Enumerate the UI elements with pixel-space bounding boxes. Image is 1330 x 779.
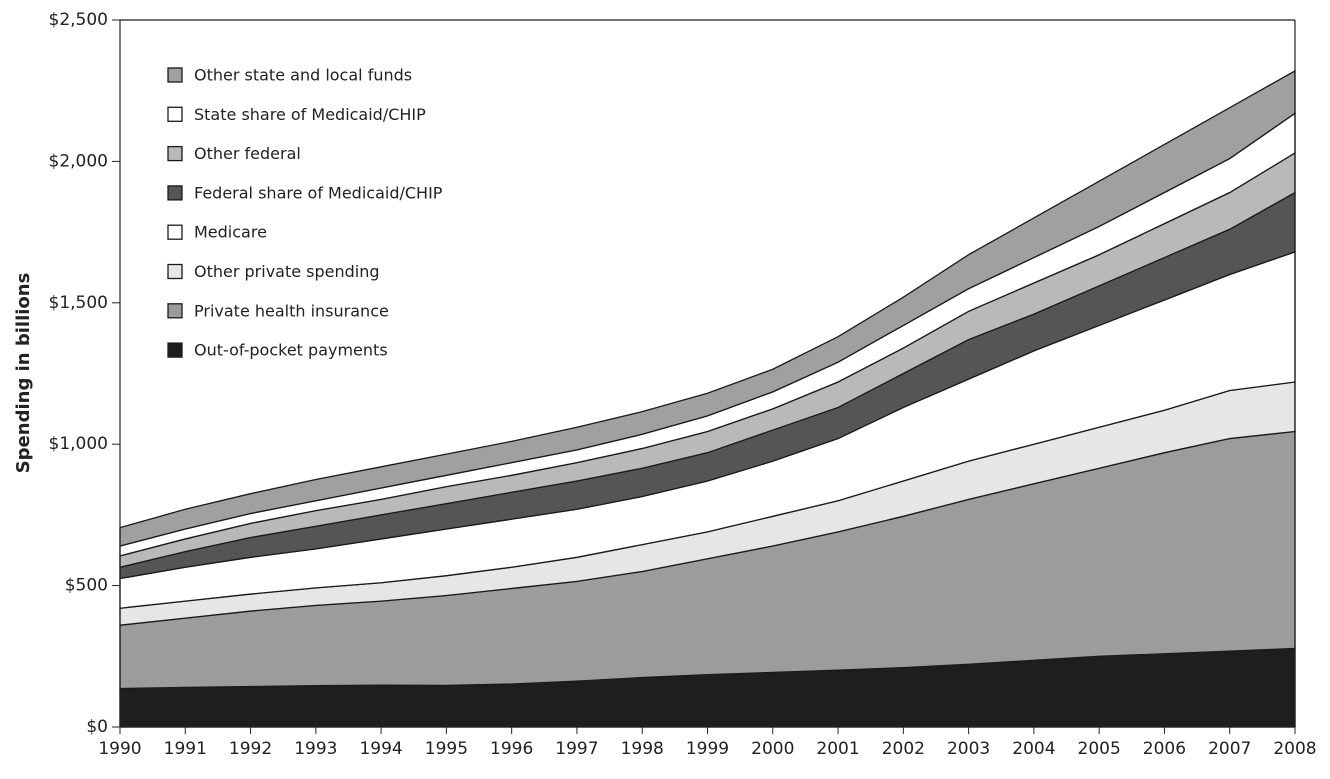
legend-text: Private health insurance bbox=[194, 301, 389, 320]
y-tick-label: $1,500 bbox=[49, 293, 108, 313]
legend-text: Other state and local funds bbox=[194, 66, 412, 85]
y-tick-label: $2,500 bbox=[49, 10, 108, 30]
x-tick-label: 2003 bbox=[947, 739, 990, 759]
x-tick-label: 1992 bbox=[229, 739, 272, 759]
x-tick-label: 1995 bbox=[425, 739, 468, 759]
x-tick-label: 1990 bbox=[98, 739, 141, 759]
legend-text: Medicare bbox=[194, 223, 267, 242]
legend-swatch bbox=[167, 106, 183, 122]
x-tick-label: 2008 bbox=[1273, 739, 1316, 759]
y-axis-label: Spending in billions bbox=[13, 273, 34, 474]
x-tick-label: 2005 bbox=[1078, 739, 1121, 759]
y-tick-label: $2,000 bbox=[49, 151, 108, 171]
legend-swatch bbox=[167, 224, 183, 240]
legend-swatch bbox=[167, 67, 183, 83]
x-tick-label: 1999 bbox=[686, 739, 729, 759]
y-tick-label: $1,000 bbox=[49, 434, 108, 454]
x-tick-label: 2007 bbox=[1208, 739, 1251, 759]
legend-swatch bbox=[167, 303, 183, 319]
legend-text: State share of Medicaid/CHIP bbox=[194, 105, 426, 124]
legend-swatch bbox=[167, 263, 183, 280]
y-tick-label: $500 bbox=[65, 576, 108, 596]
x-tick-label: 1998 bbox=[621, 739, 664, 759]
x-tick-label: 2001 bbox=[816, 739, 859, 759]
legend-text: Out-of-pocket payments bbox=[194, 341, 388, 360]
legend-text: Federal share of Medicaid/CHIP bbox=[194, 183, 443, 202]
x-tick-label: 1997 bbox=[555, 739, 598, 759]
y-tick-label: $0 bbox=[86, 717, 108, 737]
x-tick-label: 2004 bbox=[1012, 739, 1055, 759]
legend-text: Other federal bbox=[194, 144, 301, 163]
legend-swatch bbox=[167, 185, 183, 201]
x-tick-label: 1996 bbox=[490, 739, 533, 759]
x-tick-label: 1991 bbox=[164, 739, 207, 759]
x-tick-label: 2006 bbox=[1143, 739, 1186, 759]
x-tick-label: 2000 bbox=[751, 739, 794, 759]
x-tick-label: 1993 bbox=[294, 739, 337, 759]
x-tick-label: 2002 bbox=[882, 739, 925, 759]
legend-swatch bbox=[167, 342, 183, 358]
legend-text: Other private spending bbox=[194, 262, 380, 281]
x-tick-label: 1994 bbox=[359, 739, 402, 759]
legend-swatch bbox=[167, 145, 183, 162]
